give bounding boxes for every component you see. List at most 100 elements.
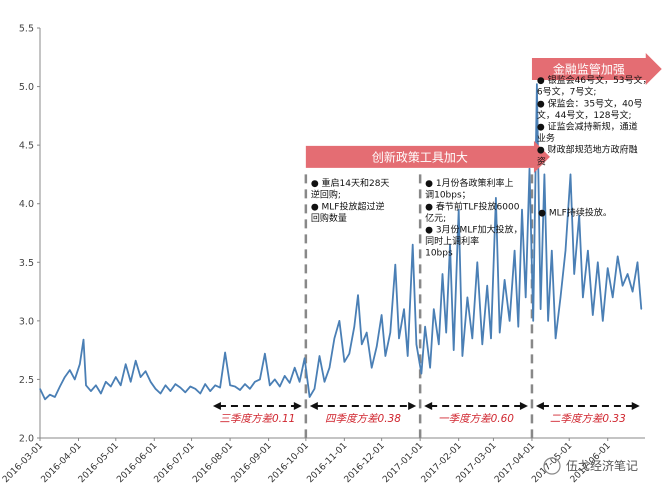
data-point: [481, 343, 483, 345]
note-bullet: ●: [537, 146, 548, 156]
data-point: [194, 388, 196, 390]
data-point: [204, 383, 206, 385]
data-point: [289, 382, 291, 384]
data-point: [229, 384, 231, 386]
note-text: 3月份MLF加大投放，: [436, 224, 523, 236]
period-arrow-head-left: [424, 402, 433, 411]
data-point: [59, 385, 61, 388]
note-bullet: ●: [537, 76, 548, 86]
banner-label: 金融监管加强: [553, 62, 625, 77]
data-point: [224, 351, 226, 354]
y-tick-label: 4.5: [19, 141, 34, 152]
data-point: [495, 197, 497, 199]
data-point: [617, 255, 619, 257]
data-point: [44, 398, 46, 400]
data-point: [353, 326, 355, 328]
data-point: [100, 392, 102, 395]
data-point: [587, 250, 589, 252]
watermark-logo-icon: [543, 457, 561, 475]
data-point: [199, 392, 201, 395]
data-point: [164, 384, 167, 386]
note-line: ● 3月份MLF加大投放，: [425, 224, 522, 236]
data-point: [343, 361, 345, 363]
data-point: [602, 320, 604, 322]
note-line: ● 银监会46号文，53号文，: [537, 74, 652, 86]
data-point: [540, 308, 542, 310]
note-text: 10bps: [425, 249, 453, 259]
note-text: 财政部规范地方政府融: [548, 144, 638, 156]
data-point: [140, 376, 142, 378]
data-point: [424, 326, 426, 328]
data-point: [555, 337, 557, 339]
data-point: [39, 388, 41, 390]
data-point: [578, 214, 580, 216]
note-line: ● 重启14天和28天: [311, 177, 390, 189]
note-line: ● 证监会减持新规，通道: [537, 120, 638, 132]
watermark-text: 伍戈经济笔记: [566, 458, 638, 473]
data-point: [607, 267, 609, 269]
data-point: [74, 378, 76, 380]
note-text: 亿元;: [425, 212, 446, 224]
period-label: 三季度方差0.11: [219, 413, 295, 425]
note-text: MLF投放超过逆: [322, 200, 385, 212]
data-point: [254, 381, 256, 383]
data-point: [490, 337, 492, 339]
period-arrow-head-right: [519, 402, 528, 411]
data-point: [174, 383, 176, 385]
data-point: [169, 390, 171, 392]
data-point: [309, 396, 311, 398]
data-point: [244, 383, 246, 385]
note-line: 文，44号文，128号文;: [537, 109, 632, 121]
data-point: [69, 369, 71, 371]
y-tick-label: 4.0: [19, 199, 34, 210]
data-point: [313, 388, 316, 390]
data-point: [90, 390, 92, 392]
data-point: [318, 355, 321, 357]
data-point: [466, 296, 468, 298]
note-bullet: ●: [425, 202, 436, 212]
data-point: [429, 367, 431, 369]
data-point: [438, 343, 440, 345]
banner-label: 创新政策工具加大: [372, 149, 468, 164]
data-point: [274, 378, 276, 380]
data-point: [209, 390, 211, 392]
data-point: [348, 353, 350, 355]
note-line: 资: [537, 156, 546, 167]
data-point: [145, 370, 147, 372]
note-text: 同时上调利率: [425, 235, 479, 247]
data-point: [154, 388, 157, 390]
y-tick-label: 5.5: [19, 24, 34, 35]
note-text: 春节前TLF投放6000: [436, 200, 520, 212]
series-line: [39, 83, 643, 401]
data-point: [543, 173, 546, 175]
period-label: 二季度方差0.33: [550, 413, 626, 425]
y-tick-label: 3.0: [19, 316, 34, 327]
data-point: [82, 339, 85, 341]
data-point: [458, 209, 460, 211]
data-point: [64, 376, 66, 378]
data-point: [279, 385, 281, 388]
y-tick-label: 3.5: [19, 258, 34, 269]
note-bullet: ●: [425, 179, 436, 189]
series-line-group: [39, 83, 643, 401]
data-point: [551, 250, 553, 252]
note-text: 证监会减持新规，通道: [548, 120, 638, 132]
data-point: [559, 296, 562, 298]
data-point: [532, 320, 534, 322]
x-tick-label: 2016-10-01: [267, 441, 311, 485]
note-line: 亿元;: [425, 212, 446, 224]
note-text: 回购数量: [311, 212, 347, 224]
data-point: [536, 83, 538, 85]
data-point: [115, 376, 117, 378]
note-line: 业务: [537, 132, 555, 144]
data-point: [517, 326, 519, 328]
data-point: [622, 285, 624, 287]
data-point: [381, 314, 383, 316]
data-point: [299, 381, 301, 383]
data-point: [486, 285, 488, 287]
x-tick-label: 2016-08-01: [191, 441, 235, 485]
data-point: [398, 337, 400, 339]
data-point: [361, 343, 363, 345]
note-line: ● 保监会：35号文，40号: [537, 97, 643, 109]
